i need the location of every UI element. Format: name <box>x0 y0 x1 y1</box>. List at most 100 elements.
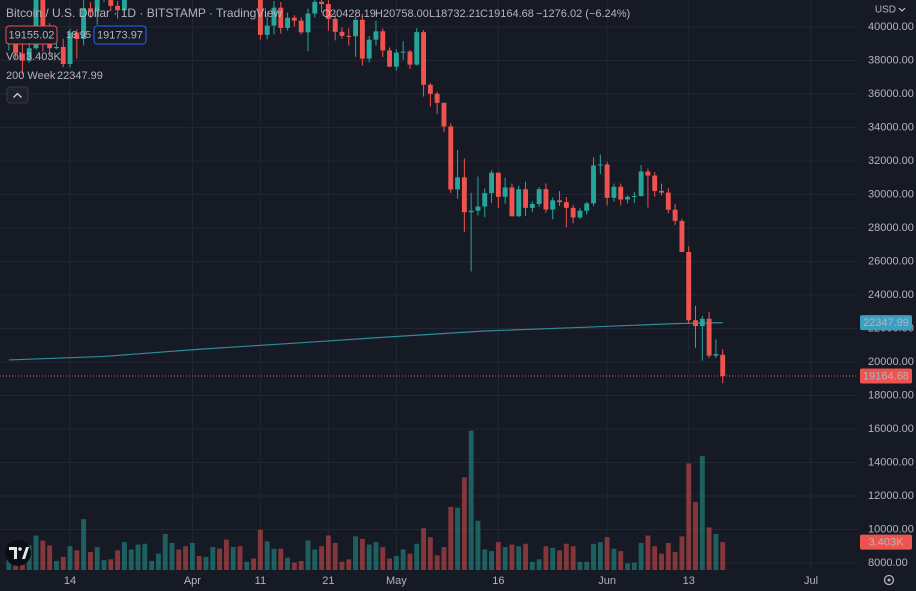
y-tick-label: 26000.00 <box>868 255 914 267</box>
volume-bar <box>557 550 562 570</box>
y-tick-label: 32000.00 <box>868 155 914 167</box>
volume-bar <box>577 561 583 570</box>
gear-ring[interactable] <box>883 574 895 586</box>
candle-body <box>81 8 87 40</box>
sell-button[interactable] <box>5 25 58 45</box>
candle-body <box>400 51 406 53</box>
volume-bar <box>203 556 209 570</box>
logo-dot <box>18 547 22 551</box>
candle-body <box>652 175 658 191</box>
candle-body <box>291 17 297 21</box>
collapse-icon <box>13 92 22 98</box>
ma-price-label: 22347.99 <box>863 317 909 329</box>
volume-bar <box>223 539 229 570</box>
volume-price-label: 3.403K <box>869 536 905 548</box>
candle-body <box>468 210 474 213</box>
buy-button[interactable] <box>93 25 147 45</box>
candle-body <box>421 32 427 85</box>
volume-legend-value: 3.403K <box>26 51 62 63</box>
candle-body <box>115 5 121 11</box>
volume-bar <box>312 549 318 570</box>
buy-price[interactable]: 19173.97 <box>97 29 143 41</box>
x-tick-label: 14 <box>64 575 76 587</box>
volume-bar <box>495 542 501 570</box>
sell-price[interactable]: 19155.02 <box>9 29 55 41</box>
x-tick-label: Apr <box>184 575 201 587</box>
candle-body <box>706 318 712 356</box>
candle-body <box>312 1 318 14</box>
candle-body <box>591 165 596 204</box>
candle-body <box>346 35 352 37</box>
currency-dropdown[interactable] <box>898 7 906 12</box>
candle-body <box>448 126 454 190</box>
volume-bar <box>121 542 127 570</box>
candle-body <box>461 177 467 213</box>
candle-body <box>332 18 338 32</box>
volume-bar <box>529 561 535 570</box>
candle-body <box>557 200 562 203</box>
x-tick-label: 11 <box>255 575 266 587</box>
candle-body <box>638 171 644 196</box>
y-tick-label: 12000.00 <box>868 490 914 502</box>
candle-body <box>516 189 522 217</box>
volume-bar <box>475 520 481 570</box>
ohlc-value: 20428.19 <box>330 8 376 20</box>
volume-bar <box>597 542 603 570</box>
ohlc-label: O <box>322 8 331 20</box>
currency-label[interactable]: USD <box>875 5 896 16</box>
volume-bar <box>305 540 311 570</box>
volume-bar <box>611 548 617 570</box>
volume-bar <box>162 533 168 570</box>
volume-bar <box>400 549 406 570</box>
candle-body <box>305 13 311 33</box>
gear-center[interactable] <box>887 578 891 582</box>
candle-body <box>74 32 80 40</box>
x-tick-label: 13 <box>683 575 695 587</box>
candle-body <box>659 190 664 193</box>
collapse-button[interactable] <box>6 86 29 104</box>
ma-line <box>8 322 723 361</box>
volume-bar <box>183 546 189 570</box>
candle-body <box>373 31 379 40</box>
volume-price-label-box <box>860 534 912 550</box>
candle-body <box>19 53 25 61</box>
spread: 18.95 <box>66 30 91 41</box>
candle-body <box>298 20 304 33</box>
settings-icon[interactable] <box>883 574 895 586</box>
candle-body <box>523 189 528 208</box>
header: Bitcoin / U.S. Dollar · 1D · BITSTAMP · … <box>5 6 630 104</box>
volume-bar <box>693 501 698 570</box>
volume-bar <box>115 550 121 570</box>
volume-bar <box>142 543 148 570</box>
volume-bar <box>638 542 644 570</box>
volume-bar <box>298 560 304 570</box>
volume-bar <box>699 456 705 570</box>
volume-bar <box>686 463 692 570</box>
candle-body <box>366 39 372 59</box>
volume-bar <box>455 507 461 570</box>
candle-body <box>672 209 678 221</box>
candle-body <box>584 203 590 211</box>
volume-bar <box>441 547 447 570</box>
volume-bar <box>468 430 474 570</box>
candle-body <box>550 200 556 210</box>
volume-bar <box>489 551 494 570</box>
y-tick-label: 28000.00 <box>868 222 914 234</box>
volume-bar <box>713 533 719 570</box>
logo-bg <box>5 540 31 566</box>
candle-body <box>387 50 393 67</box>
volume-bar <box>509 544 515 570</box>
volume-bar <box>285 557 291 570</box>
x-tick-label: 21 <box>322 575 334 587</box>
volume-bar <box>584 561 590 570</box>
symbol-title: Bitcoin / U.S. Dollar · 1D · BITSTAMP · … <box>6 6 282 20</box>
candle-body <box>699 318 705 327</box>
y-tick-label: 36000.00 <box>868 88 914 100</box>
candle-body <box>33 0 39 49</box>
candle-body <box>720 354 726 376</box>
volume-bar <box>325 535 331 570</box>
axis-layer: 8000.00 10000.00 12000.00 14000.00 16000.00 1… <box>0 21 914 587</box>
y-tick-label: 40000.00 <box>868 21 914 33</box>
candle-body <box>618 186 624 200</box>
